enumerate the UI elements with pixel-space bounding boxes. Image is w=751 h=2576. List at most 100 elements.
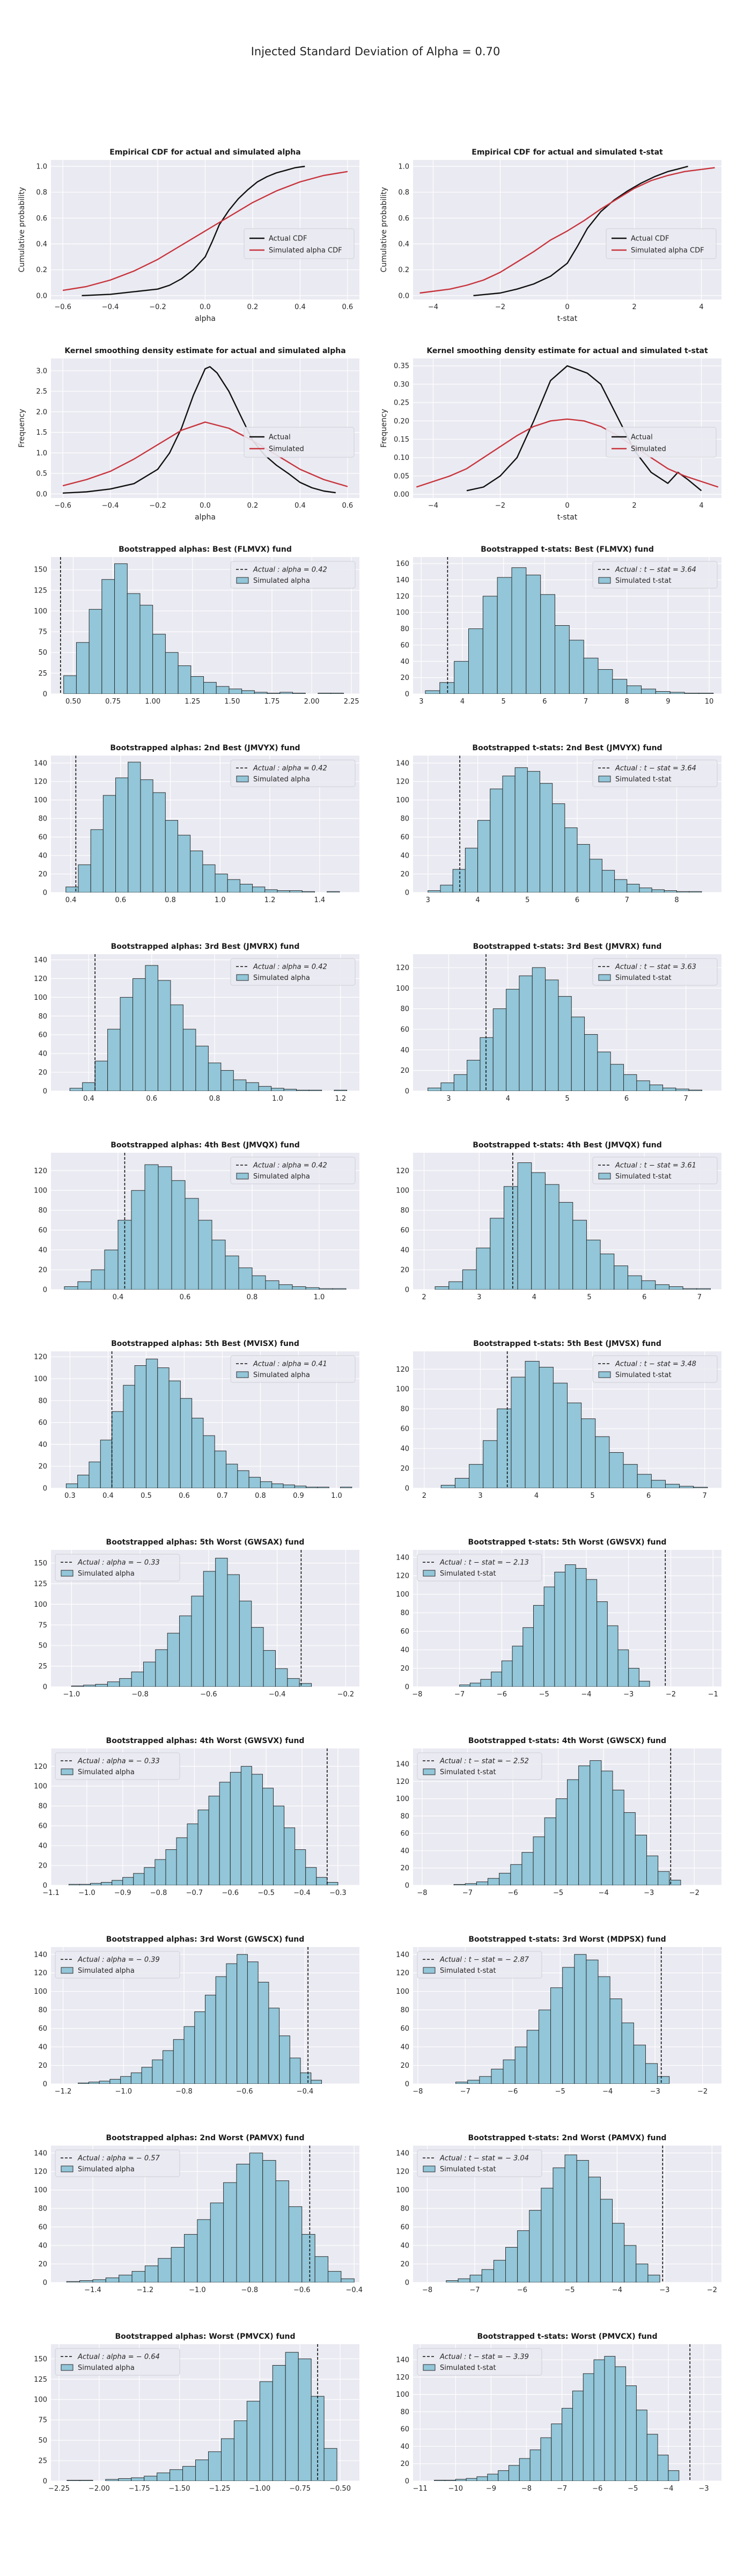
histogram-bar (251, 1627, 264, 1687)
histogram-bar (144, 1867, 156, 1885)
histogram-bar (94, 1060, 108, 1091)
y-tick-label: 0 (405, 1684, 409, 1692)
histogram-bar (448, 1281, 463, 1290)
y-tick-label: 20 (400, 2460, 409, 2468)
legend-box (592, 1157, 718, 1184)
histogram-bar (555, 1798, 568, 1885)
histogram-bar (583, 657, 599, 694)
histogram-bar (64, 1286, 78, 1290)
legend-swatch (236, 1173, 249, 1180)
histogram-bar (649, 1084, 664, 1091)
y-tick-label: 0 (43, 1882, 47, 1890)
histogram-bar (467, 1059, 481, 1091)
chart-panel: −1.2 −1.0 −0.8 −0.6 −0.4 0 20 40 60 80 100 120 140 Bo… (34, 1935, 359, 2096)
histogram-bar (233, 2420, 247, 2481)
histogram-bar (562, 1967, 575, 2084)
histogram-bar (498, 2470, 509, 2481)
histogram-bar (203, 1571, 216, 1687)
legend-box (55, 2149, 180, 2177)
histogram-bar (657, 2455, 669, 2481)
histogram-bar (289, 2058, 301, 2084)
histogram-bar (465, 847, 478, 892)
y-tick-label: 60 (38, 2025, 47, 2033)
x-tick-label: 1.4 (314, 896, 325, 904)
chart-panel: 2 3 4 5 6 7 0 20 40 60 80 100 120 Bootstrapped t-stat… (396, 1340, 721, 1500)
plot-marks (65, 1351, 352, 1488)
histogram-bar (119, 2274, 132, 2282)
legend-entry: Simulated t-stat (615, 974, 672, 982)
x-tick-label: 0.8 (247, 1293, 258, 1301)
y-tick-label: 80 (400, 1812, 409, 1820)
y-tick-label: 1.0 (398, 163, 409, 171)
x-tick-label: −1.50 (169, 2485, 190, 2493)
y-tick-label: 0.30 (394, 380, 409, 389)
histogram-bar (621, 2022, 634, 2084)
histogram-bar (195, 1045, 209, 1091)
legend: Actual Simulated (606, 427, 717, 458)
histogram-bar (487, 2473, 499, 2481)
legend-entry: Simulated alpha (253, 577, 310, 585)
y-tick-label: 0 (43, 2081, 47, 2089)
x-tick-label: 1.2 (264, 896, 276, 904)
histogram-bar (492, 1008, 507, 1091)
histogram-bar (565, 1564, 576, 1687)
legend-swatch (423, 1967, 436, 1974)
x-tick-label: −9 (486, 2485, 496, 2493)
histogram-bar (259, 2381, 273, 2481)
histogram-bar (668, 1286, 683, 1290)
histogram-bar (277, 890, 290, 892)
legend: Actual : alpha = 0.42 Simulated alpha (230, 958, 356, 986)
y-tick-label: 40 (400, 2044, 409, 2052)
y-tick-label: 40 (38, 1050, 47, 1058)
x-tick-label: −0.8 (131, 1690, 149, 1699)
legend-entry: Simulated t-stat (440, 1570, 496, 1578)
histogram-bar (425, 690, 440, 694)
histogram-bar (248, 1477, 261, 1488)
histogram-bar (191, 1596, 204, 1687)
histogram-bar (454, 1478, 470, 1488)
histogram-bar (627, 883, 640, 892)
histogram-bar (558, 1202, 573, 1290)
chart-panel: −2.25 −2.00 −1.75 −1.50 −1.25 −1.00 −0.75 −0.50… (34, 2332, 359, 2493)
histogram-bar (220, 2438, 234, 2481)
x-tick-label: 4 (699, 303, 703, 311)
x-tick-label: 8 (625, 698, 629, 706)
x-tick-label: −6 (507, 1889, 518, 1897)
histogram-bar (154, 1859, 166, 1885)
histogram-bar (453, 1074, 468, 1091)
x-tick-label: −0.4 (269, 1690, 286, 1699)
y-tick-label: 0 (405, 889, 409, 897)
x-tick-label: −1.25 (209, 2485, 231, 2493)
x-tick-label: 1.0 (215, 896, 226, 904)
histogram-bar (598, 669, 613, 694)
histogram-bar (241, 690, 255, 694)
histogram-bar (68, 1884, 80, 1885)
histogram-bar (99, 2081, 111, 2084)
histogram-bar (104, 1249, 119, 1290)
y-tick-label: 100 (396, 2186, 409, 2194)
x-tick-label: 0.75 (105, 698, 121, 706)
legend-entry: Actual : alpha = 0.42 (253, 963, 327, 971)
histogram-bar (440, 1484, 455, 1488)
histogram-bar (262, 2160, 276, 2282)
chart-panel: −8 −7 −6 −5 −4 −3 −2 0 20 40 60 80 100 120 140 Bootstra… (396, 1737, 721, 1897)
histogram-bar (533, 1836, 545, 1885)
histogram-bar (173, 2039, 185, 2084)
legend-box (244, 228, 355, 259)
histogram-bar (639, 887, 652, 892)
y-tick-label: 20 (400, 1864, 409, 1872)
histogram-bar (635, 1834, 647, 1885)
legend-entry: Simulated t-stat (440, 2165, 496, 2174)
histogram-bar (240, 1766, 252, 1885)
histogram-bar (526, 574, 541, 694)
histogram-bar (205, 1995, 216, 2084)
legend-entry: Simulated alpha (78, 1768, 135, 1776)
histogram-bar (529, 2449, 541, 2481)
histogram-bar (287, 1678, 300, 1687)
legend-entry: Simulated alpha (253, 1371, 310, 1379)
histogram-bar (155, 1649, 168, 1687)
histogram-bar (601, 870, 615, 892)
y-tick-label: 0 (43, 1088, 47, 1096)
y-tick-label: 60 (400, 1227, 409, 1235)
histogram-bar (67, 2479, 80, 2481)
